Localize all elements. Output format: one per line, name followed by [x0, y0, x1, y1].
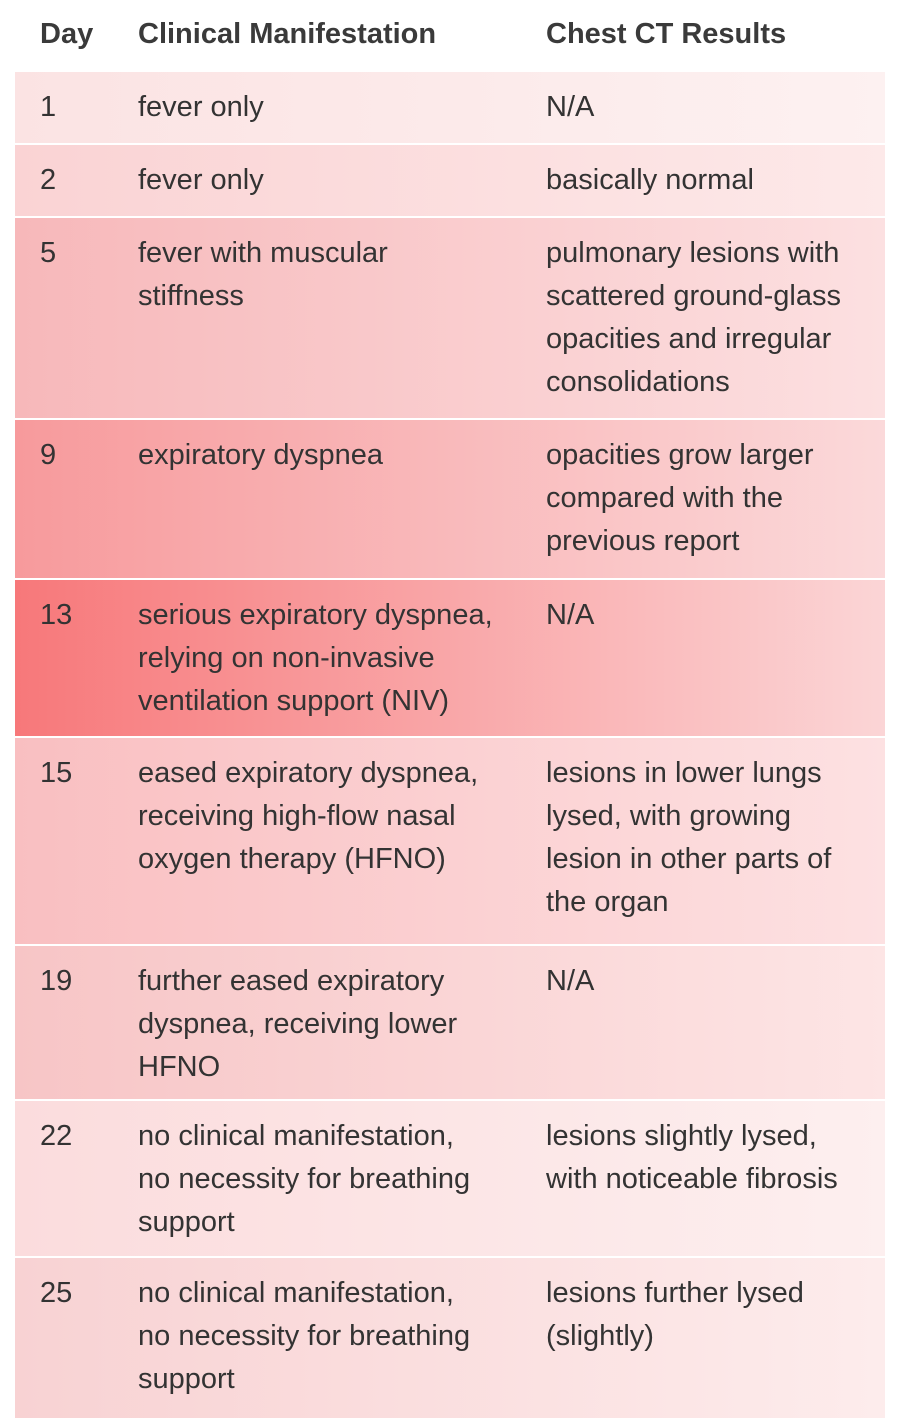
- table-cell: 5: [40, 232, 56, 275]
- table-row: 25 no clinical manifestation, no necessity…: [15, 1258, 885, 1418]
- cell-text: N/A: [546, 91, 595, 123]
- cell-text: support: [138, 1363, 235, 1395]
- table-cell: 19: [40, 960, 72, 1003]
- cell-text: 1: [40, 91, 57, 123]
- cell-text: no clinical manifestation,: [138, 1277, 454, 1309]
- cell-text: opacities grow larger: [546, 439, 814, 471]
- table-cell: no clinical manifestation, no necessity f…: [138, 1272, 470, 1401]
- cell-text: consolidations: [546, 366, 730, 398]
- table-cell: lesions further lysed (slightly): [546, 1272, 804, 1358]
- cell-text: 22: [40, 1120, 73, 1152]
- cell-text: HFNO: [138, 1051, 221, 1083]
- table-cell: no clinical manifestation, no necessity f…: [138, 1115, 470, 1244]
- header-cell: Day: [40, 18, 94, 50]
- table-cell: eased expiratory dyspnea, receiving high-…: [138, 752, 478, 881]
- table-row: 9 expiratory dyspnea opacities grow larger…: [15, 420, 885, 578]
- cell-text: previous report: [546, 525, 740, 557]
- cell-text: with noticeable fibrosis: [546, 1163, 838, 1195]
- cell-text: N/A: [546, 599, 595, 631]
- table-cell: basically normal: [546, 159, 754, 202]
- header-cell: Chest CT Results: [546, 18, 787, 50]
- cell-text: ventilation support (NIV): [138, 685, 450, 717]
- cell-text: oxygen therapy (HFNO): [138, 843, 446, 875]
- table-row: 5 fever with muscular stiffness pulmonary l…: [15, 218, 885, 418]
- cell-text: compared with the: [546, 482, 783, 514]
- table-cell: N/A: [546, 960, 594, 1003]
- table-cell: N/A: [546, 594, 594, 637]
- cell-text: fever only: [138, 91, 264, 123]
- table-row: 15 eased expiratory dyspnea, receiving hig…: [15, 738, 885, 944]
- cell-text: 5: [40, 237, 57, 269]
- cell-text: 19: [40, 965, 73, 997]
- cell-text: 15: [40, 757, 73, 789]
- table-row: 13 serious expiratory dyspnea, relying on …: [15, 580, 885, 736]
- cell-text: 25: [40, 1277, 73, 1309]
- table-cell: 13: [40, 594, 72, 637]
- table-cell: fever with muscular stiffness: [138, 232, 388, 318]
- cell-text: no necessity for breathing: [138, 1320, 471, 1352]
- header-cell: Clinical Manifestation: [138, 18, 437, 50]
- table-cell: 25: [40, 1272, 72, 1315]
- cell-text: 13: [40, 599, 73, 631]
- table-row: 2 fever only basically normal: [15, 145, 885, 216]
- cell-text: pulmonary lesions with: [546, 237, 840, 269]
- table-cell: fever only: [138, 159, 264, 202]
- cell-text: lesion in other parts of: [546, 843, 832, 875]
- cell-text: receiving high-flow nasal: [138, 800, 456, 832]
- cell-text: fever with muscular: [138, 237, 388, 269]
- table-row: 19 further eased expiratory dyspnea, recei…: [15, 946, 885, 1099]
- cell-text: expiratory dyspnea: [138, 439, 384, 471]
- cell-text: relying on non-invasive: [138, 642, 435, 674]
- table-row: 1 fever only N/A: [15, 72, 885, 143]
- cell-text: serious expiratory dyspnea,: [138, 599, 493, 631]
- table-cell: 1: [40, 86, 56, 129]
- table-cell: further eased expiratory dyspnea, receivi…: [138, 960, 457, 1089]
- cell-text: (slightly): [546, 1320, 654, 1352]
- table-cell: 22: [40, 1115, 72, 1158]
- table-cell: fever only: [138, 86, 264, 129]
- cell-text: dyspnea, receiving lower: [138, 1008, 458, 1040]
- table-cell: expiratory dyspnea: [138, 434, 383, 477]
- cell-text: lysed, with growing: [546, 800, 791, 832]
- cell-text: 2: [40, 164, 57, 196]
- table-cell: 2: [40, 159, 56, 202]
- table-row: 22 no clinical manifestation, no necessity…: [15, 1101, 885, 1256]
- table-cell: serious expiratory dyspnea, relying on no…: [138, 594, 493, 723]
- cell-text: opacities and irregular: [546, 323, 832, 355]
- cell-text: support: [138, 1206, 235, 1238]
- cell-text: lesions further lysed: [546, 1277, 804, 1309]
- table-cell: 15: [40, 752, 72, 795]
- table-cell: lesions in lower lungs lysed, with growin…: [546, 752, 831, 924]
- cell-text: no clinical manifestation,: [138, 1120, 454, 1152]
- cell-text: fever only: [138, 164, 264, 196]
- table-cell: pulmonary lesions with scattered ground-g…: [546, 232, 841, 404]
- table-cell: opacities grow larger compared with the pr…: [546, 434, 814, 563]
- cell-text: the organ: [546, 886, 669, 918]
- cell-text: no necessity for breathing: [138, 1163, 471, 1195]
- cell-text: lesions in lower lungs: [546, 757, 822, 789]
- table-cell: 9: [40, 434, 56, 477]
- cell-text: N/A: [546, 965, 595, 997]
- cell-text: further eased expiratory: [138, 965, 445, 997]
- cell-text: lesions slightly lysed,: [546, 1120, 817, 1152]
- cell-text: eased expiratory dyspnea,: [138, 757, 479, 789]
- cell-text: basically normal: [546, 164, 754, 196]
- cell-text: stiffness: [138, 280, 244, 312]
- table-cell: N/A: [546, 86, 594, 129]
- cell-text: 9: [40, 439, 57, 471]
- table-cell: lesions slightly lysed, with noticeable f…: [546, 1115, 838, 1201]
- cell-text: scattered ground-glass: [546, 280, 841, 312]
